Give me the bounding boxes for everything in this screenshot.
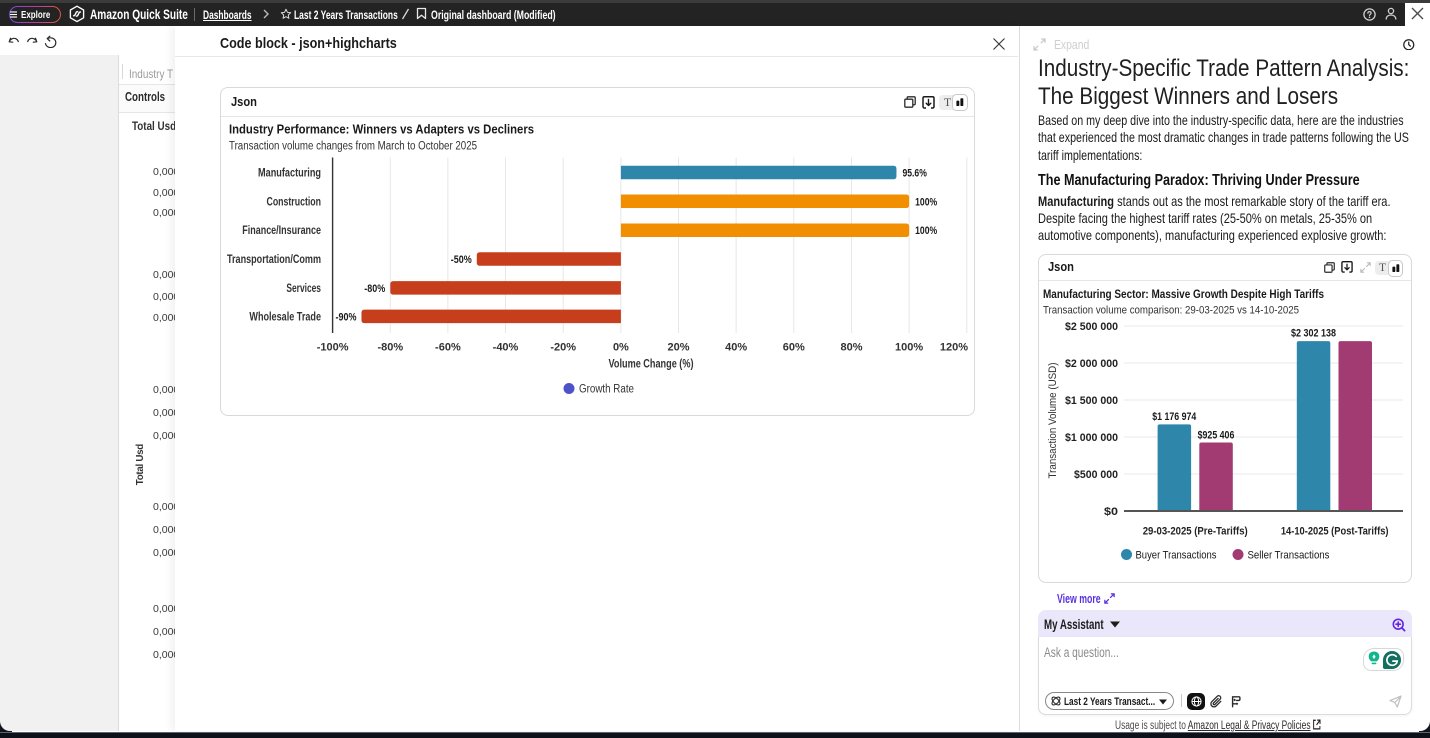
svg-text:Finance/Insurance: Finance/Insurance <box>242 225 321 237</box>
svg-text:Transaction volume comparison:: Transaction volume comparison: 29-03-202… <box>1043 305 1299 317</box>
svg-text:0%: 0% <box>613 342 629 354</box>
svg-text:$2 000 000: $2 000 000 <box>1065 358 1118 370</box>
svg-text:-20%: -20% <box>550 342 576 354</box>
svg-text:$500 000: $500 000 <box>1074 469 1118 481</box>
svg-text:$1 500 000: $1 500 000 <box>1065 395 1118 407</box>
svg-text:Manufacturing: Manufacturing <box>258 168 321 180</box>
svg-text:Transportation/Comm: Transportation/Comm <box>227 254 321 266</box>
svg-text:-50%: -50% <box>451 254 472 266</box>
svg-text:-90%: -90% <box>335 311 356 323</box>
svg-text:-60%: -60% <box>435 342 461 354</box>
svg-text:Services: Services <box>286 283 321 295</box>
svg-text:40%: 40% <box>725 342 747 354</box>
svg-text:-40%: -40% <box>493 342 519 354</box>
svg-text:Construction: Construction <box>267 196 322 208</box>
svg-text:Transaction Volume (USD): Transaction Volume (USD) <box>1047 362 1059 478</box>
svg-text:80%: 80% <box>840 342 862 354</box>
svg-text:Wholesale Trade: Wholesale Trade <box>249 311 321 323</box>
svg-text:$925 406: $925 406 <box>1198 429 1235 441</box>
svg-text:100%: 100% <box>915 196 937 208</box>
svg-text:95.6%: 95.6% <box>902 168 927 180</box>
svg-text:-80%: -80% <box>364 283 385 295</box>
svg-text:Seller Transactions: Seller Transactions <box>1248 550 1330 562</box>
svg-text:Buyer Transactions: Buyer Transactions <box>1136 550 1217 562</box>
svg-text:$2 500 000: $2 500 000 <box>1065 321 1118 333</box>
svg-text:14-10-2025 (Post-Tariffs): 14-10-2025 (Post-Tariffs) <box>1281 526 1389 538</box>
svg-text:29-03-2025 (Pre-Tariffs): 29-03-2025 (Pre-Tariffs) <box>1143 526 1248 538</box>
svg-text:120%: 120% <box>940 342 968 354</box>
svg-text:$1 176 974: $1 176 974 <box>1152 411 1197 423</box>
svg-text:100%: 100% <box>895 342 923 354</box>
svg-text:-80%: -80% <box>377 342 403 354</box>
svg-text:$1 000 000: $1 000 000 <box>1065 432 1118 444</box>
svg-text:$2 302 138: $2 302 138 <box>1291 328 1336 340</box>
svg-text:Volume Change (%): Volume Change (%) <box>609 359 694 371</box>
svg-text:Growth Rate: Growth Rate <box>579 384 634 396</box>
svg-text:-100%: -100% <box>317 342 349 354</box>
svg-text:$0: $0 <box>1104 506 1118 518</box>
svg-text:20%: 20% <box>667 342 689 354</box>
svg-text:100%: 100% <box>915 225 937 237</box>
svg-text:Industry Performance: Winners: Industry Performance: Winners vs Adapter… <box>229 123 534 137</box>
svg-text:Manufacturing Sector: Massive: Manufacturing Sector: Massive Growth Des… <box>1043 287 1324 301</box>
svg-text:60%: 60% <box>783 342 805 354</box>
svg-text:Transaction volume changes fro: Transaction volume changes from March to… <box>229 141 477 153</box>
